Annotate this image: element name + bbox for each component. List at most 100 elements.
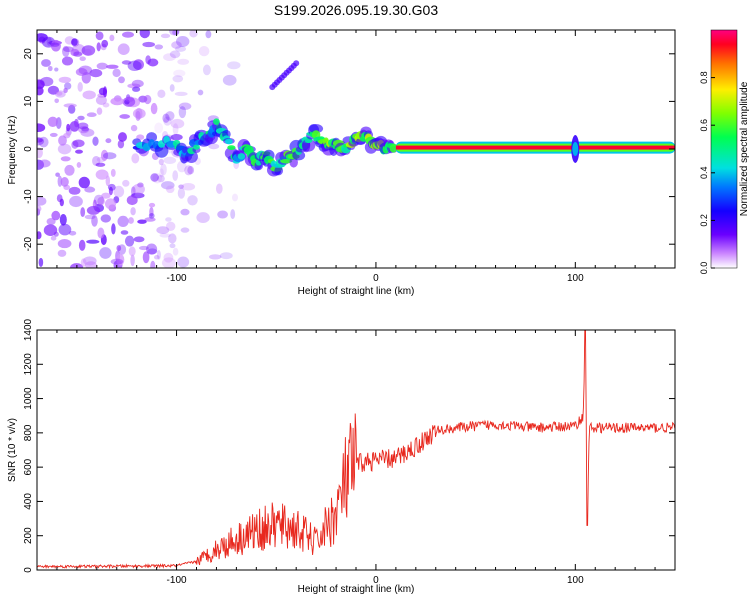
x-tick-label: -100 [167,575,187,586]
noise-speckle [158,158,164,166]
noise-speckle [57,239,72,249]
noise-speckle [187,166,195,175]
noise-speckle [119,114,131,119]
noise-speckle [169,50,181,59]
noise-speckle [111,223,116,235]
noise-speckle [149,206,154,217]
noise-speckle [41,59,51,67]
noise-speckle [172,170,179,181]
noise-speckle [84,186,96,193]
noise-speckle [196,212,210,224]
spectrogram-xlabel: Height of straight line (km) [298,286,415,297]
noise-speckle [133,59,144,71]
noise-speckle [150,102,158,115]
noise-speckle [117,139,125,149]
noise-speckle [120,230,129,235]
noise-speckle [108,186,113,196]
y-tick-label: 0 [23,146,34,152]
noise-speckle [80,207,86,218]
noise-speckle [170,118,185,129]
noise-speckle [63,103,77,108]
noise-speckle [71,38,78,46]
noise-speckle [51,210,61,221]
noise-speckle [150,173,159,182]
noise-speckle [106,64,119,69]
ridge-halo [274,166,284,176]
spectrogram-heatmap [37,30,675,268]
snr-ylabel: SNR (10 * v/v) [7,418,18,482]
noise-speckle [143,94,152,105]
noise-speckle [100,149,109,161]
x-tick-label: 0 [373,273,379,284]
noise-speckle [46,218,56,225]
noise-speckle [163,252,174,263]
noise-speckle [117,43,130,55]
noise-speckle [78,176,90,189]
noise-speckle [100,214,111,223]
noise-speckle [135,110,141,122]
noise-speckle [154,44,164,50]
ridge-core [227,145,236,151]
noise-speckle [154,122,164,134]
noise-speckle [163,116,172,126]
ridge-core [237,153,246,160]
noise-speckle [168,30,180,36]
noise-speckle [231,193,239,202]
y-tick-label: 400 [23,493,34,510]
colorbar-tick-label: 0.8 [699,71,709,84]
noise-speckle [172,247,179,256]
noise-speckle [69,195,83,208]
noise-speckle [56,194,63,203]
noise-speckle [55,172,60,177]
snr-series-line [37,330,675,570]
noise-speckle [97,227,105,239]
noise-speckle [173,69,186,77]
noise-speckle [142,41,156,48]
noise-speckle [47,85,59,95]
noise-speckle [96,42,101,52]
noise-speckle [84,261,97,268]
stable-line-core [395,145,675,150]
noise-speckle [58,223,72,236]
noise-speckle [89,69,103,78]
snr-line-group [37,330,675,570]
y-tick-label: 20 [23,48,34,60]
noise-speckle [146,243,158,255]
y-tick-label: -20 [23,237,34,252]
noise-speckle [172,30,180,36]
noise-speckle [165,111,175,121]
x-tick-label: 100 [567,575,584,586]
noise-speckle [137,182,144,188]
y-tick-label: 1000 [23,387,34,410]
noise-speckle [104,198,117,210]
noise-speckle [177,256,190,268]
noise-speckle [60,156,71,162]
noise-speckle [156,226,170,234]
noise-speckle [105,138,112,144]
noise-speckle [177,160,187,173]
noise-speckle [113,185,125,198]
noise-speckle [56,91,63,96]
noise-speckle [197,89,204,96]
y-tick-label: 800 [23,424,34,441]
noise-speckle [150,260,156,268]
noise-speckle [162,113,170,123]
noise-speckle [50,235,57,241]
noise-speckle [84,214,96,220]
noise-speckle [148,212,155,219]
noise-speckle [49,132,58,137]
noise-speckle [198,45,210,57]
noise-speckle [76,161,82,168]
colorbar-ticks: 0.0 0.2 0.4 0.6 0.8 [699,71,715,274]
noise-speckle [60,177,69,187]
ridge-halo [185,150,198,163]
noise-speckle [161,257,176,268]
noise-speckle [38,136,49,148]
colorbar-tick-label: 0.0 [699,262,709,275]
noise-speckle [136,134,145,140]
noise-speckle [57,143,72,155]
noise-speckle [156,250,161,260]
noise-speckle [105,175,111,187]
noise-speckle [58,135,67,146]
noise-speckle [227,61,241,70]
